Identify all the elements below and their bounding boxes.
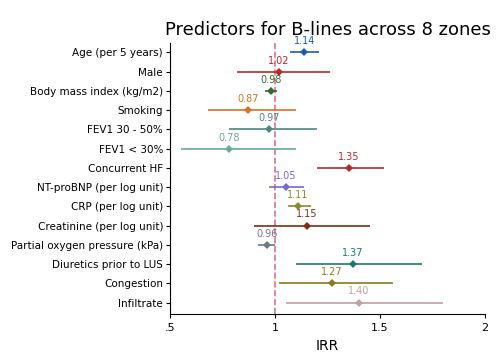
Title: Predictors for B-lines across 8 zones: Predictors for B-lines across 8 zones	[164, 20, 490, 39]
Text: 0.98: 0.98	[260, 75, 281, 85]
Text: 0.87: 0.87	[237, 94, 258, 104]
Text: 1.27: 1.27	[321, 267, 342, 277]
Text: 1.05: 1.05	[275, 171, 296, 181]
Text: 1.02: 1.02	[268, 56, 290, 66]
Text: 1.37: 1.37	[342, 248, 363, 258]
Text: 0.96: 0.96	[256, 229, 278, 239]
Text: 1.11: 1.11	[288, 190, 309, 200]
Text: 1.40: 1.40	[348, 286, 370, 296]
Text: 0.78: 0.78	[218, 132, 240, 142]
X-axis label: IRR: IRR	[316, 339, 339, 353]
Text: 0.97: 0.97	[258, 113, 280, 123]
Text: 1.15: 1.15	[296, 210, 318, 220]
Text: 1.14: 1.14	[294, 36, 315, 46]
Text: 1.35: 1.35	[338, 152, 359, 162]
